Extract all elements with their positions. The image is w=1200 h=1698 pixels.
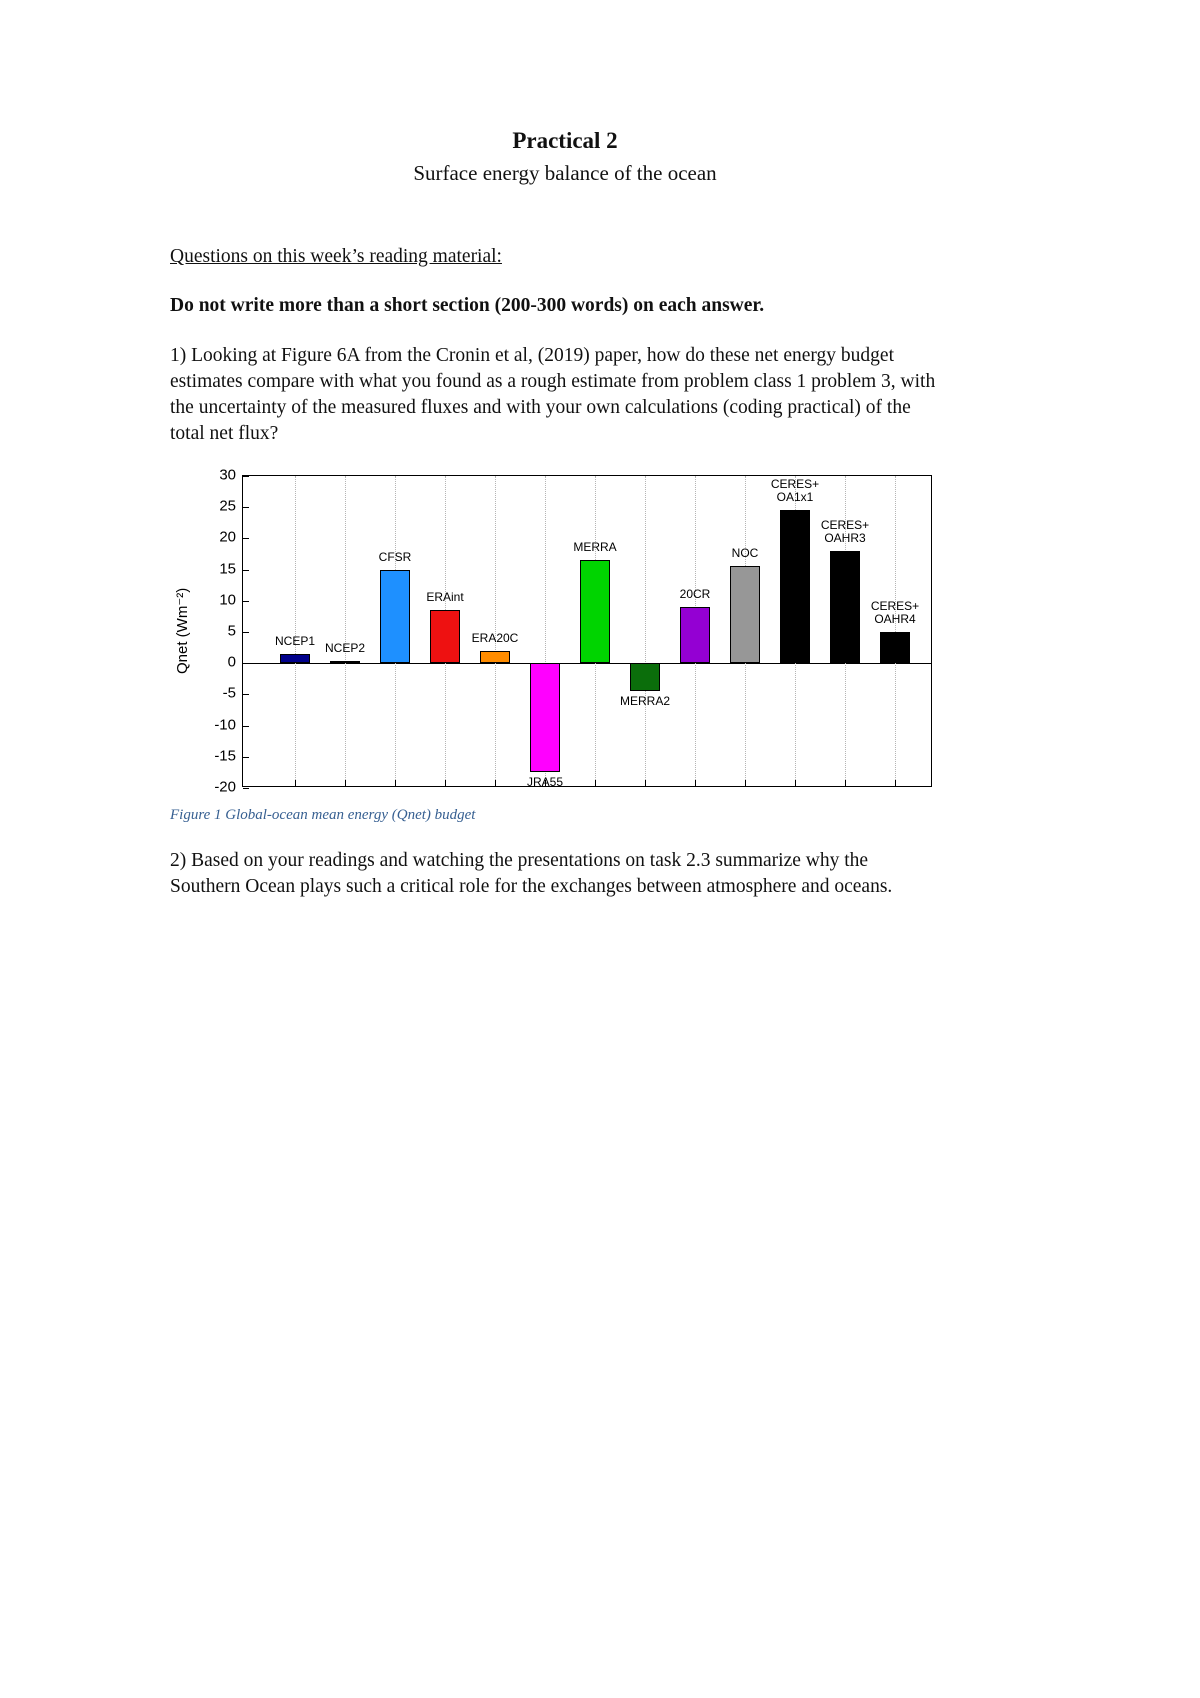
bar-label: NCEP2 — [324, 641, 365, 656]
x-tick-mark — [595, 780, 596, 786]
y-tick-label: -10 — [214, 716, 236, 734]
y-tick-mark — [243, 600, 249, 602]
y-tick-mark — [243, 507, 249, 509]
bar-era20c — [480, 650, 510, 664]
bar-ceres+ — [830, 550, 860, 664]
bar-merra2 — [630, 663, 660, 692]
grid-line — [495, 476, 496, 786]
x-tick-mark — [295, 780, 296, 786]
y-tick-label: 25 — [219, 497, 236, 515]
y-tick-label: 10 — [219, 591, 236, 609]
y-tick-label: 0 — [227, 653, 236, 671]
grid-line — [345, 476, 346, 786]
bar-label: JRA55 — [526, 775, 564, 790]
x-tick-mark — [745, 780, 746, 786]
bar-noc — [730, 566, 760, 664]
y-tick-label: 15 — [219, 560, 236, 578]
grid-line — [645, 476, 646, 786]
page-title: Practical 2 — [512, 128, 618, 153]
y-tick-mark — [243, 694, 249, 696]
x-tick-mark — [395, 780, 396, 786]
plot-area: NCEP1 NCEP2 CFSR ERAint ERA20C JRA55 MERRA MERR… — [242, 475, 932, 790]
y-tick-label: 30 — [219, 466, 236, 484]
x-tick-mark — [845, 780, 846, 786]
y-tick-mark — [243, 476, 249, 477]
page-subtitle: Surface energy balance of the ocean — [413, 161, 717, 185]
bar-label: ERAint — [426, 590, 464, 605]
zero-line — [243, 663, 931, 665]
x-tick-mark — [645, 780, 646, 786]
bar-label: CERES+ OAHR4 — [870, 599, 920, 626]
bar-label: MERRA2 — [619, 694, 670, 709]
bar-label: CERES+ OA1x1 — [770, 477, 820, 505]
y-tick-mark — [243, 632, 249, 633]
bar-label: CFSR — [378, 549, 412, 564]
x-tick-mark — [345, 780, 346, 786]
y-tick-label: 20 — [219, 528, 236, 546]
x-tick-mark — [795, 780, 796, 786]
y-tick-labels: 30 25 20 15 10 5 0 -5 -10 -15 -20 — [198, 467, 242, 796]
bar-label: 20CR — [679, 587, 711, 602]
y-tick-mark — [243, 538, 249, 540]
bar-label: MERRA — [573, 540, 617, 555]
y-tick-mark — [243, 756, 249, 758]
y-tick-label: 5 — [227, 622, 236, 640]
qnet-bar-chart: Qnet (Wm⁻²) 30 25 20 15 10 5 0 -5 -10 -15 -20 NCEP… — [174, 467, 936, 796]
x-tick-mark — [545, 780, 546, 786]
bar-merra — [580, 560, 610, 664]
grid-line — [295, 476, 296, 786]
x-tick-mark — [695, 780, 696, 786]
question-2: 2) Based on your readings and watching t… — [170, 850, 893, 897]
x-tick-mark — [895, 780, 896, 786]
bar-ceres+ — [780, 510, 810, 664]
figure-caption: Figure 1 Global-ocean mean energy (Qnet)… — [170, 807, 476, 823]
question-1: 1) Looking at Figure 6A from the Cronin … — [170, 345, 936, 444]
y-tick-mark — [243, 788, 249, 789]
instruction-note: Do not write more than a short section (… — [170, 295, 765, 316]
bar-ncep1 — [280, 653, 310, 664]
y-tick-label: -15 — [214, 747, 236, 765]
grid-line — [545, 476, 546, 786]
bar-ncep2 — [330, 661, 360, 664]
bar-label: NCEP1 — [274, 633, 315, 648]
y-tick-mark — [243, 569, 249, 571]
bar-label: NOC — [731, 546, 759, 561]
bar-cfsr — [380, 569, 410, 664]
bar-label: CERES+ OAHR3 — [820, 517, 870, 545]
bar-eraint — [430, 610, 460, 664]
grid-line — [895, 476, 896, 786]
x-tick-mark — [495, 780, 496, 786]
bar-ceres+ — [880, 632, 910, 664]
y-axis-label: Qnet (Wm⁻²) — [174, 587, 191, 675]
y-tick-mark — [243, 725, 249, 727]
section-heading: Questions on this week’s reading materia… — [170, 246, 502, 267]
y-tick-label: -5 — [222, 684, 236, 702]
bar-jra55 — [530, 663, 560, 773]
y-tick-label: -20 — [214, 778, 236, 796]
bar-20cr — [680, 607, 710, 664]
x-tick-mark — [445, 780, 446, 786]
bar-label: ERA20C — [471, 630, 519, 645]
